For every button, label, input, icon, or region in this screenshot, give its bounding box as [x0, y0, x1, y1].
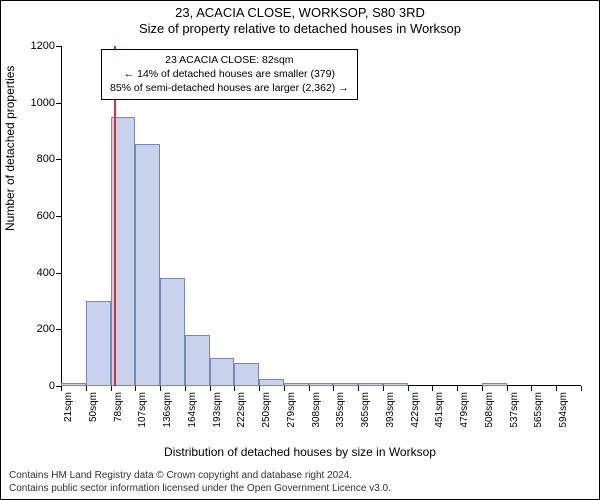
x-tick-label: 594sqm	[558, 392, 569, 428]
y-tick-label: 0	[49, 380, 55, 392]
x-tick-mark	[581, 386, 582, 391]
x-tick-label: 479sqm	[459, 392, 470, 428]
x-tick-label: 279sqm	[286, 392, 297, 428]
histogram-bar	[309, 383, 334, 386]
histogram-bar	[185, 335, 210, 386]
x-tick-mark	[61, 386, 62, 391]
x-tick-mark	[185, 386, 186, 391]
y-tick-mark	[56, 329, 61, 330]
x-tick-mark	[358, 386, 359, 391]
x-tick-mark	[432, 386, 433, 391]
x-tick-label: 365sqm	[360, 392, 371, 428]
x-tick-mark	[383, 386, 384, 391]
x-tick-mark	[309, 386, 310, 391]
info-box-line1: 23 ACACIA CLOSE: 82sqm	[110, 53, 349, 67]
histogram-bar	[358, 383, 383, 386]
x-tick-label: 250sqm	[261, 392, 272, 428]
footer-line1: Contains HM Land Registry data © Crown c…	[9, 469, 591, 482]
x-tick-label: 308sqm	[311, 392, 322, 428]
x-tick-mark	[86, 386, 87, 391]
histogram-bar	[234, 363, 259, 386]
histogram-bar	[135, 144, 160, 386]
histogram-bar	[61, 383, 86, 386]
info-box-line3: 85% of semi-detached houses are larger (…	[110, 81, 349, 95]
x-tick-label: 78sqm	[113, 392, 124, 422]
x-tick-mark	[531, 386, 532, 391]
x-tick-mark	[556, 386, 557, 391]
y-tick-label: 1200	[31, 40, 55, 52]
x-tick-mark	[160, 386, 161, 391]
footer-attribution: Contains HM Land Registry data © Crown c…	[9, 469, 591, 495]
x-tick-label: 164sqm	[187, 392, 198, 428]
x-tick-mark	[333, 386, 334, 391]
x-tick-label: 537sqm	[509, 392, 520, 428]
x-tick-label: 422sqm	[410, 392, 421, 428]
x-tick-mark	[259, 386, 260, 391]
x-tick-label: 335sqm	[335, 392, 346, 428]
x-tick-label: 193sqm	[212, 392, 223, 428]
chart-title-line1: 23, ACACIA CLOSE, WORKSOP, S80 3RD	[1, 5, 599, 20]
footer-line2: Contains public sector information licen…	[9, 482, 591, 495]
histogram-bar	[482, 383, 507, 386]
y-tick-mark	[56, 216, 61, 217]
x-tick-mark	[457, 386, 458, 391]
y-axis-line	[61, 46, 62, 386]
x-tick-mark	[135, 386, 136, 391]
x-tick-mark	[507, 386, 508, 391]
x-axis-label: Distribution of detached houses by size …	[1, 445, 599, 459]
info-box-line2: ← 14% of detached houses are smaller (37…	[110, 67, 349, 81]
histogram-bar	[210, 358, 235, 386]
x-tick-label: 136sqm	[162, 392, 173, 428]
histogram-bar	[86, 301, 111, 386]
x-tick-mark	[408, 386, 409, 391]
x-tick-mark	[111, 386, 112, 391]
histogram-bar	[383, 383, 408, 386]
chart-title-line2: Size of property relative to detached ho…	[1, 21, 599, 36]
x-tick-label: 565sqm	[533, 392, 544, 428]
y-tick-label: 200	[37, 323, 55, 335]
x-tick-mark	[482, 386, 483, 391]
histogram-bar	[259, 379, 284, 386]
y-tick-mark	[56, 159, 61, 160]
y-tick-mark	[56, 46, 61, 47]
chart-container: 23, ACACIA CLOSE, WORKSOP, S80 3RD Size …	[0, 0, 600, 500]
histogram-bar	[284, 383, 309, 386]
histogram-bar	[160, 278, 185, 386]
y-tick-mark	[56, 273, 61, 274]
x-tick-label: 451sqm	[434, 392, 445, 428]
y-tick-label: 1000	[31, 97, 55, 109]
x-tick-label: 222sqm	[236, 392, 247, 428]
y-tick-label: 800	[37, 153, 55, 165]
x-tick-label: 508sqm	[484, 392, 495, 428]
info-box: 23 ACACIA CLOSE: 82sqm← 14% of detached …	[101, 49, 358, 100]
x-tick-mark	[284, 386, 285, 391]
x-tick-label: 107sqm	[137, 392, 148, 428]
x-tick-mark	[210, 386, 211, 391]
x-tick-label: 21sqm	[63, 392, 74, 422]
y-tick-mark	[56, 103, 61, 104]
histogram-bar	[333, 383, 358, 386]
x-tick-mark	[234, 386, 235, 391]
y-axis-label: Number of detached properties	[3, 66, 17, 231]
y-tick-label: 600	[37, 210, 55, 222]
y-tick-label: 400	[37, 267, 55, 279]
x-tick-label: 50sqm	[88, 392, 99, 422]
x-tick-label: 393sqm	[385, 392, 396, 428]
plot-area: 02004006008001000120021sqm50sqm78sqm107s…	[61, 46, 581, 386]
